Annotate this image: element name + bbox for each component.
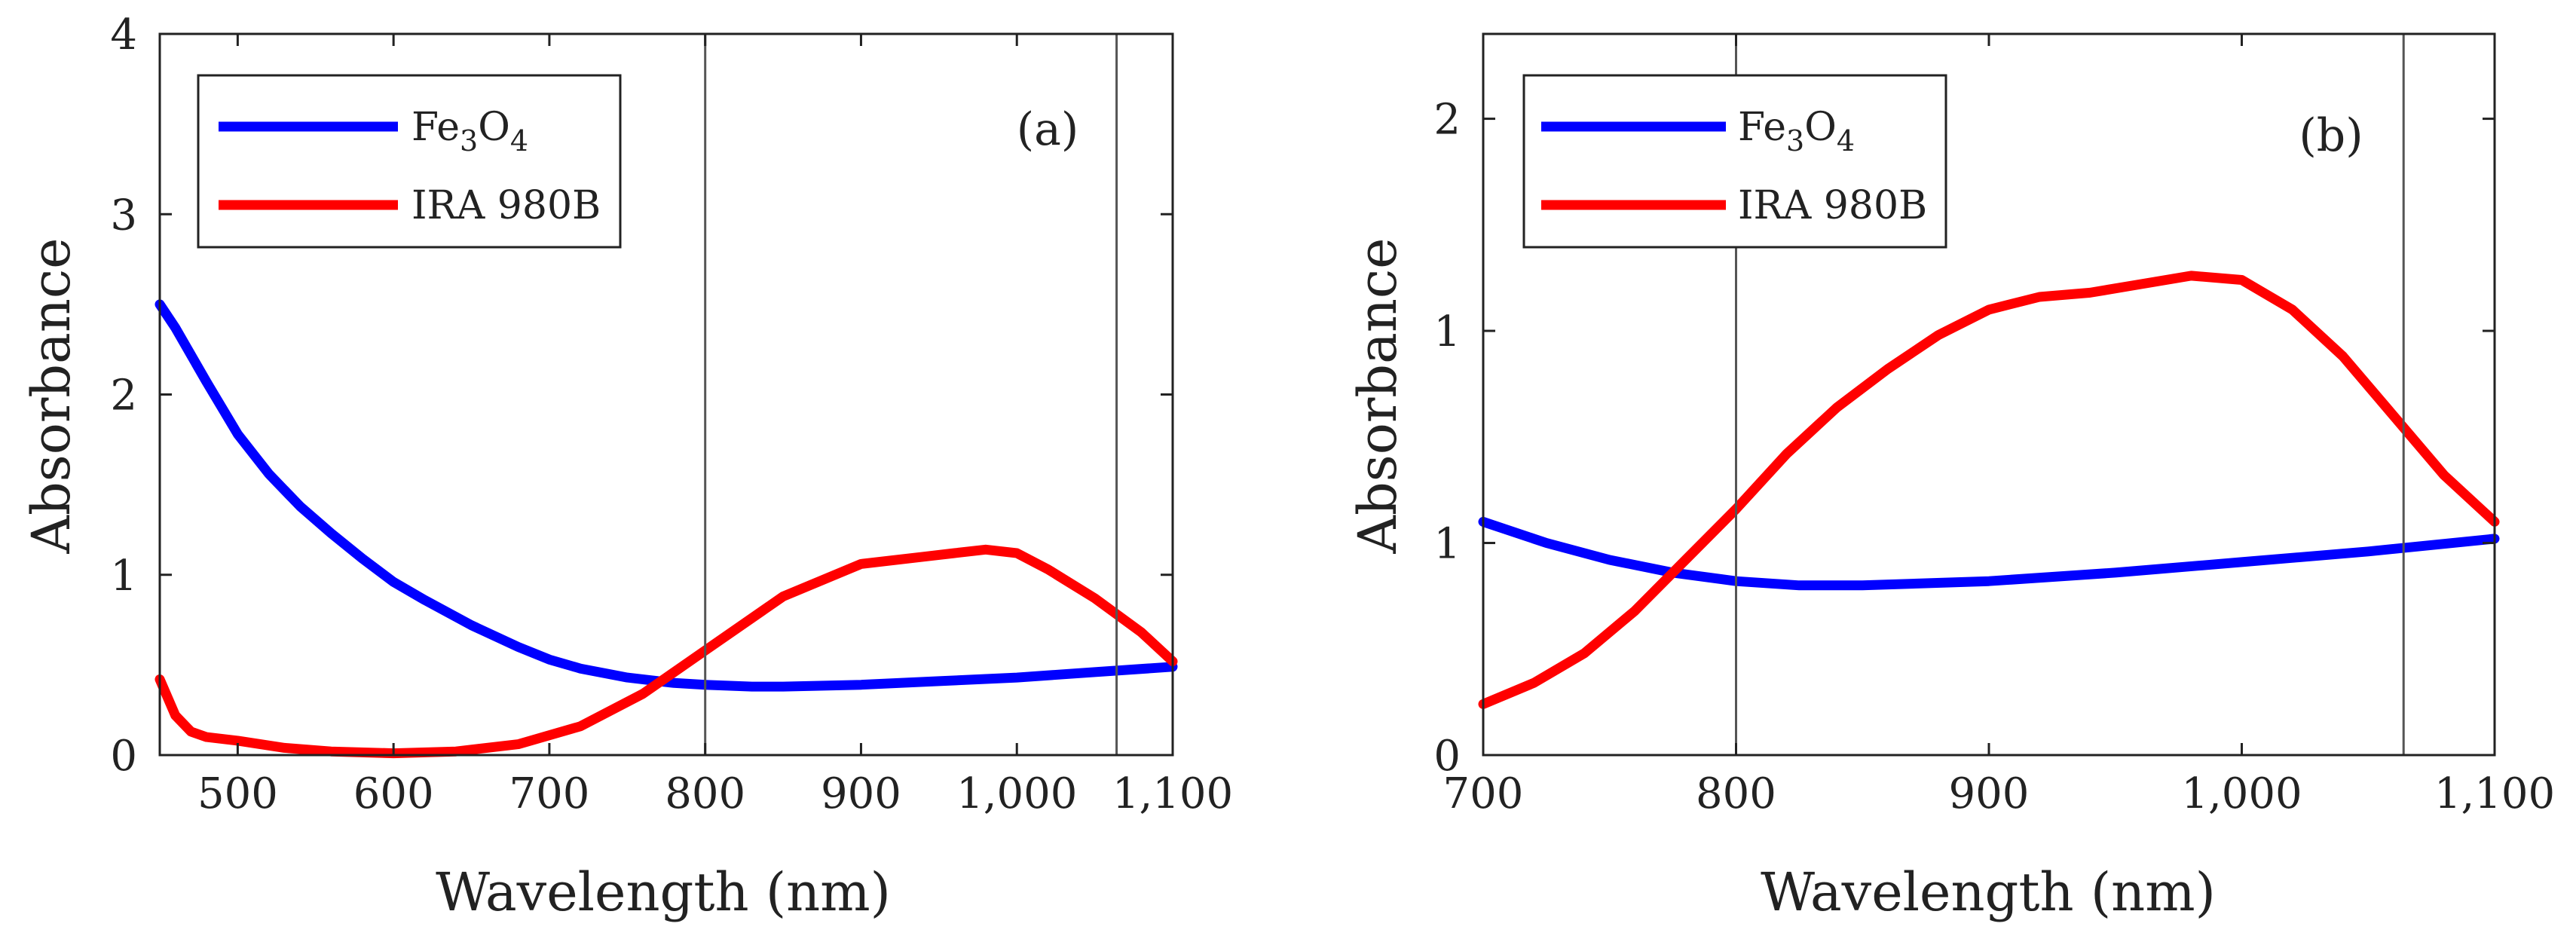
panel-b-legend-box xyxy=(1522,74,1947,249)
panel-b-legend-label-ira980b: IRA 980B xyxy=(1738,183,1927,228)
panel-a: 500 600 700 800 900 1,000 1,100 0 1 2 3 4 Waveleng… xyxy=(20,11,1233,923)
panel-a-x-tick-label: 500 xyxy=(197,769,278,818)
panel-b-series-line-ira980b xyxy=(1478,271,2500,709)
panel-a-y-tick-label: 3 xyxy=(110,191,137,240)
panel-b-y-tick-label: 1 xyxy=(1433,520,1461,569)
panel-b-y-tick-label: 1 xyxy=(1433,307,1461,356)
panel-b-y-ticks: 0 1 1 2 xyxy=(1433,96,2495,781)
panel-b-y-tick-label: 0 xyxy=(1433,732,1461,781)
panel-a-y-tick-label: 1 xyxy=(110,552,137,601)
panel-a-x-axis-title: Wavelength (nm) xyxy=(436,861,891,923)
panel-b-y-axis-title: Absorbance xyxy=(1347,237,1409,554)
panel-a-series-line-fe3o4 xyxy=(154,299,1178,692)
panel-a-legend-label-fe3o4: Fe3O4 xyxy=(411,105,528,157)
panel-b-label: (b) xyxy=(2299,109,2363,162)
panel-a-series-layer xyxy=(154,299,1178,759)
panel-b-x-tick-label: 900 xyxy=(1949,769,2030,818)
panel-a-reference-lines xyxy=(704,34,1118,755)
panel-a-y-axis-title: Absorbance xyxy=(20,237,82,554)
panel-b-x-axis-title: Wavelength (nm) xyxy=(1761,861,2216,923)
panel-a-x-tick-label: 900 xyxy=(821,769,901,818)
panel-a-y-tick-label: 4 xyxy=(110,11,137,60)
panel-b-y-tick-label: 2 xyxy=(1433,96,1461,145)
panel-a-legend-box xyxy=(197,74,622,249)
panel-b-x-tick-label: 800 xyxy=(1696,769,1776,818)
panel-a-x-ticks: 500 600 700 800 900 1,000 1,100 xyxy=(197,34,1233,818)
panel-a-x-tick-label: 600 xyxy=(353,769,434,818)
panel-a-x-tick-label: 1,100 xyxy=(1112,769,1233,818)
panel-a-x-tick-label: 1,000 xyxy=(956,769,1077,818)
panel-a-y-tick-label: 0 xyxy=(110,732,137,781)
panel-b-x-tick-label: 1,000 xyxy=(2181,769,2302,818)
panel-b-x-tick-label: 700 xyxy=(1443,769,1524,818)
panel-b-x-tick-label: 1,100 xyxy=(2434,769,2555,818)
panel-a-legend-label-ira980b: IRA 980B xyxy=(411,183,601,228)
panel-b: 700 800 900 1,000 1,100 0 1 1 2 Wavelength (nm)… xyxy=(1347,32,2555,923)
panel-a-label: (a) xyxy=(1017,103,1079,156)
panel-b-x-ticks: 700 800 900 1,000 1,100 xyxy=(1443,34,2555,818)
panel-b-legend-label-fe3o4: Fe3O4 xyxy=(1738,105,1855,157)
panel-a-y-tick-label: 2 xyxy=(110,372,137,420)
panel-b-series-line-fe3o4 xyxy=(1478,516,2500,591)
panel-b-legend: Fe3O4 IRA 980B xyxy=(1522,74,1947,249)
panel-a-series-line-ira980b xyxy=(154,544,1178,759)
panel-a-legend: Fe3O4 IRA 980B xyxy=(197,74,622,249)
panel-a-x-tick-label: 800 xyxy=(665,769,745,818)
panel-a-x-tick-label: 700 xyxy=(509,769,589,818)
panel-b-series-layer xyxy=(1478,271,2500,709)
panel-a-y-ticks: 0 1 2 3 4 xyxy=(110,11,1173,781)
